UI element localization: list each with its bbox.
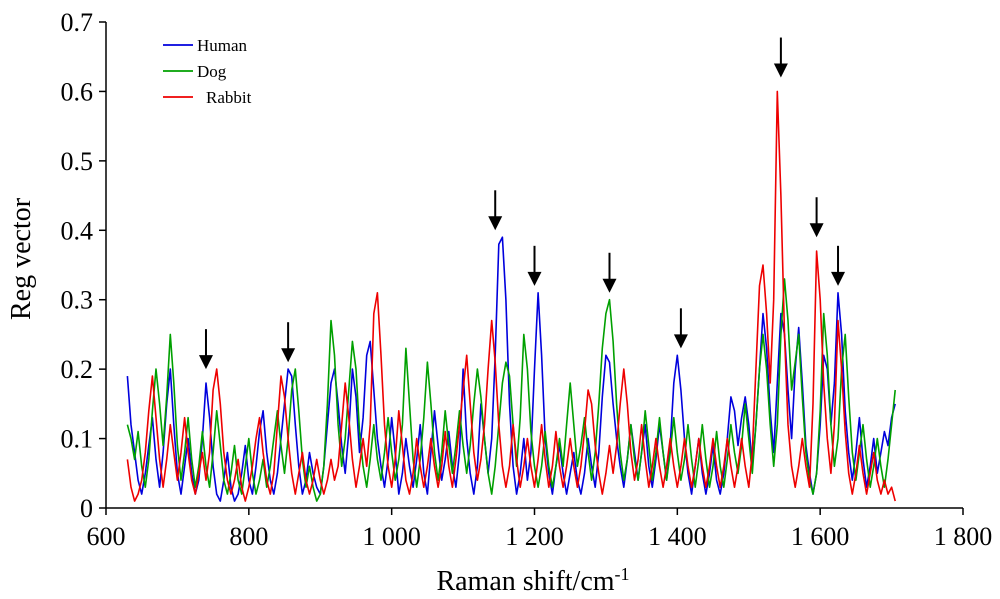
- axes: 0 0.1 0.2 0.3 0.4 0.5 0.6 0.7 600 800 1 000 1 200 1 …: [61, 8, 993, 551]
- peak-arrow: [809, 197, 824, 238]
- y-tick-label: 0.2: [61, 355, 94, 384]
- peak-arrow-head: [488, 216, 503, 231]
- peak-arrow: [673, 308, 688, 349]
- legend-label-rabbit: Rabbit: [206, 88, 252, 107]
- peak-arrow-head: [809, 223, 824, 238]
- peak-arrow: [831, 245, 846, 286]
- y-tick-label: 0.6: [61, 77, 94, 106]
- peak-arrow: [281, 322, 296, 363]
- peak-arrow: [198, 329, 213, 370]
- x-tick-label: 1 200: [505, 522, 564, 551]
- y-tick-label: 0.1: [61, 425, 94, 454]
- peak-arrows: [198, 37, 846, 370]
- legend-label-human: Human: [197, 36, 248, 55]
- y-tick-label: 0: [80, 494, 93, 523]
- peak-arrow-head: [673, 334, 688, 349]
- series-line-dog: [126, 278, 896, 502]
- y-tick-label: 0.3: [61, 286, 94, 315]
- y-tick-label: 0.5: [61, 147, 94, 176]
- series-line-rabbit: [126, 90, 896, 502]
- peak-arrow-head: [602, 278, 617, 293]
- peak-arrow: [527, 245, 542, 286]
- peak-arrow-head: [773, 63, 788, 78]
- peak-arrow-head: [198, 355, 213, 370]
- y-tick-label: 0.4: [61, 216, 94, 245]
- x-axis-title: Raman shift/cm-1: [436, 564, 629, 597]
- peak-arrow: [773, 37, 788, 78]
- x-axis-title-superscript: -1: [615, 564, 630, 584]
- peak-arrow: [488, 190, 503, 231]
- peak-arrow: [602, 252, 617, 293]
- legend-label-dog: Dog: [197, 62, 227, 81]
- series-line-human: [126, 236, 896, 502]
- x-tick-label: 1 800: [934, 522, 993, 551]
- peak-arrow-head: [527, 271, 542, 286]
- x-tick-label: 800: [229, 522, 268, 551]
- x-axis-title-text: Raman shift/cm: [436, 566, 614, 597]
- series-layer: [126, 90, 896, 502]
- x-tick-label: 600: [87, 522, 126, 551]
- x-tick-label: 1 600: [791, 522, 850, 551]
- x-tick-label: 1 400: [648, 522, 707, 551]
- x-tick-label: 1 000: [362, 522, 421, 551]
- peak-arrow-head: [281, 348, 296, 363]
- peak-arrow-head: [831, 271, 846, 286]
- legend: Human Dog Rabbit: [163, 36, 252, 107]
- y-axis-title: Reg vector: [6, 197, 37, 320]
- y-tick-label: 0.7: [61, 8, 94, 37]
